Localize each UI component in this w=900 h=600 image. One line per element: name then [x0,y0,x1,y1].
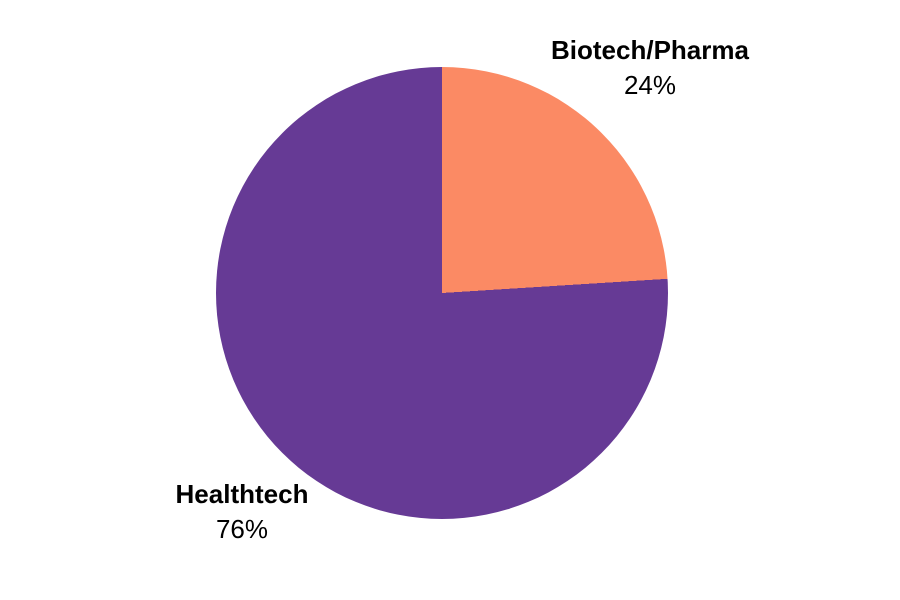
slice-name-biotech-pharma: Biotech/Pharma [551,35,749,65]
slice-label-biotech-pharma: Biotech/Pharma 24% [500,33,800,103]
slice-label-healthtech: Healthtech 76% [92,477,392,547]
slice-name-healthtech: Healthtech [175,479,309,509]
pie [216,67,668,519]
slice-percent-healthtech: 76% [215,514,269,544]
slice-percent-biotech-pharma: 24% [623,70,677,100]
